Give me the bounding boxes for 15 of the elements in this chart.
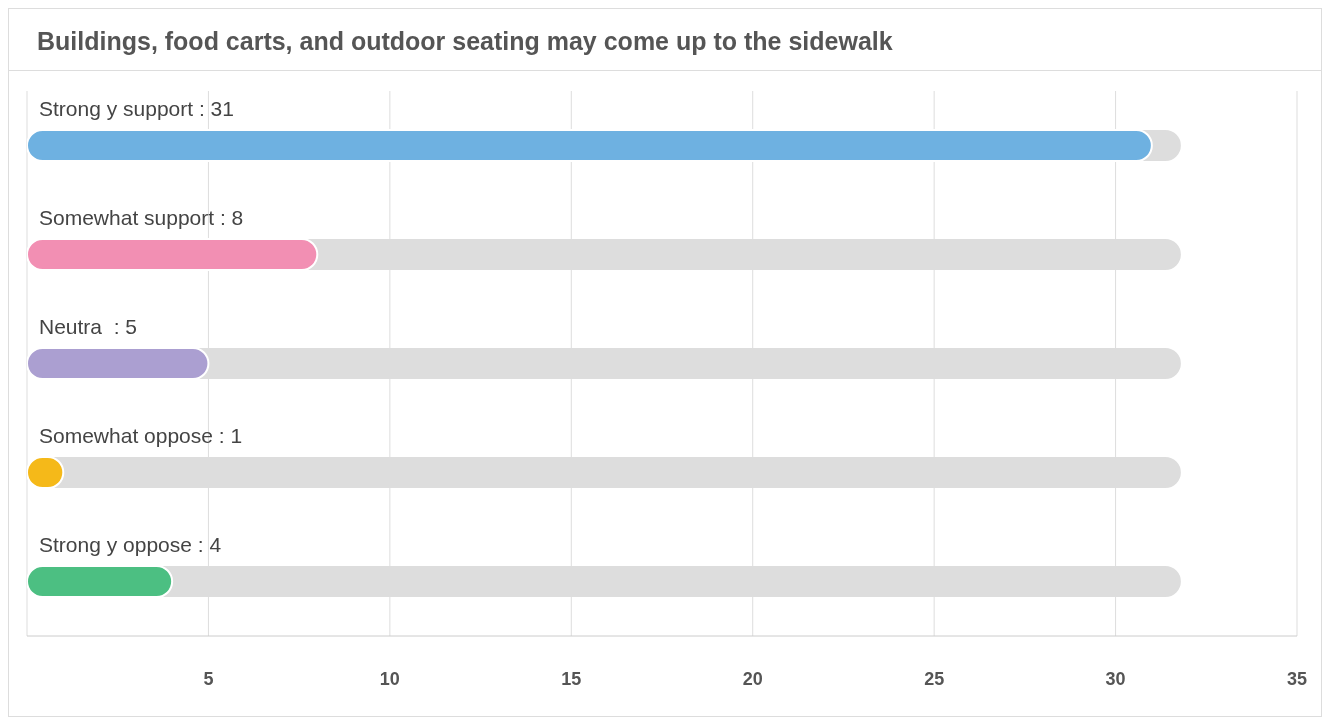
y-tick-label: Somewhat support : 8 xyxy=(39,206,244,229)
bar xyxy=(27,565,174,598)
x-tick-label: 15 xyxy=(561,668,582,689)
bar xyxy=(27,347,210,380)
x-tick-label: 10 xyxy=(379,668,400,689)
y-tick-label: Somewhat oppose : 1 xyxy=(39,424,243,447)
x-tick-label: 25 xyxy=(924,668,945,689)
chart-title: Buildings, food carts, and outdoor seating may come up to the sidewalk xyxy=(9,9,1321,71)
y-tick-label: Neutra : 5 xyxy=(39,315,138,338)
y-tick-label: Strong y support : 31 xyxy=(39,97,234,120)
x-tick-label: 35 xyxy=(1286,668,1308,689)
y-tick-label: Strong y oppose : 4 xyxy=(39,533,222,556)
x-tick-label: 5 xyxy=(203,668,214,689)
x-tick-label: 20 xyxy=(742,668,763,689)
x-tick-label: 30 xyxy=(1105,668,1126,689)
